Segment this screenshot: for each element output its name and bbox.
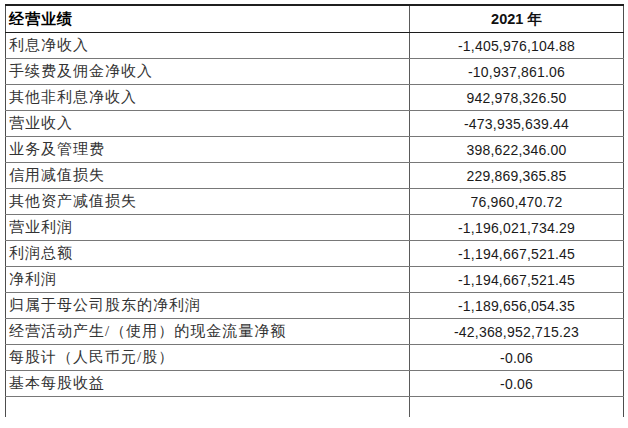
metric-value: -1,194,667,521.45	[410, 241, 624, 267]
metric-value: 76,960,470.72	[410, 189, 624, 215]
metric-value: -1,194,667,521.45	[410, 267, 624, 293]
table-row: 归属于母公司股东的净利润 -1,189,656,054.35	[6, 293, 624, 319]
metric-value: 942,978,326.50	[410, 85, 624, 111]
metric-value: 398,622,346.00	[410, 137, 624, 163]
partial-clipped-row	[6, 397, 624, 418]
metric-value: -1,405,976,104.88	[410, 33, 624, 59]
metric-value: -10,937,861.06	[410, 59, 624, 85]
table-row: 基本每股收益 -0.06	[6, 371, 624, 397]
table-row: 利息净收入 -1,405,976,104.88	[6, 33, 624, 59]
table-row: 营业收入 -473,935,639.44	[6, 111, 624, 137]
header-year-2021: 2021 年	[410, 5, 624, 33]
metric-value: 229,869,365.85	[410, 163, 624, 189]
table-row: 其他资产减值损失 76,960,470.72	[6, 189, 624, 215]
metric-label: 其他资产减值损失	[6, 189, 410, 215]
table-row: 手续费及佣金净收入 -10,937,861.06	[6, 59, 624, 85]
metric-value: -0.06	[410, 345, 624, 371]
table-body: 利息净收入 -1,405,976,104.88 手续费及佣金净收入 -10,93…	[6, 33, 624, 418]
metric-value: -0.06	[410, 371, 624, 397]
metric-label: 营业收入	[6, 111, 410, 137]
metric-label: 归属于母公司股东的净利润	[6, 293, 410, 319]
metric-label: 净利润	[6, 267, 410, 293]
partial-cell	[6, 397, 410, 418]
metric-label: 基本每股收益	[6, 371, 410, 397]
metric-value: -1,196,021,734.29	[410, 215, 624, 241]
metric-label: 营业利润	[6, 215, 410, 241]
metric-label: 每股计（人民币元/股）	[6, 345, 410, 371]
metric-label: 利润总额	[6, 241, 410, 267]
metric-label: 利息净收入	[6, 33, 410, 59]
table-row: 利润总额 -1,194,667,521.45	[6, 241, 624, 267]
table-row: 信用减值损失 229,869,365.85	[6, 163, 624, 189]
table-header-row: 经营业绩 2021 年	[6, 5, 624, 33]
metric-label: 其他非利息净收入	[6, 85, 410, 111]
header-operating-results: 经营业绩	[6, 5, 410, 33]
operating-results-table: 经营业绩 2021 年 利息净收入 -1,405,976,104.88 手续费及…	[5, 4, 624, 417]
table-row: 营业利润 -1,196,021,734.29	[6, 215, 624, 241]
metric-label: 经营活动产生/（使用）的现金流量净额	[6, 319, 410, 345]
table-row: 业务及管理费 398,622,346.00	[6, 137, 624, 163]
metric-label: 业务及管理费	[6, 137, 410, 163]
financial-report-page: 经营业绩 2021 年 利息净收入 -1,405,976,104.88 手续费及…	[5, 4, 624, 417]
metric-value: -1,189,656,054.35	[410, 293, 624, 319]
partial-cell	[410, 397, 624, 418]
table-row: 其他非利息净收入 942,978,326.50	[6, 85, 624, 111]
metric-value: -42,368,952,715.23	[410, 319, 624, 345]
table-row: 经营活动产生/（使用）的现金流量净额 -42,368,952,715.23	[6, 319, 624, 345]
metric-value: -473,935,639.44	[410, 111, 624, 137]
table-row: 每股计（人民币元/股） -0.06	[6, 345, 624, 371]
metric-label: 信用减值损失	[6, 163, 410, 189]
table-row: 净利润 -1,194,667,521.45	[6, 267, 624, 293]
metric-label: 手续费及佣金净收入	[6, 59, 410, 85]
